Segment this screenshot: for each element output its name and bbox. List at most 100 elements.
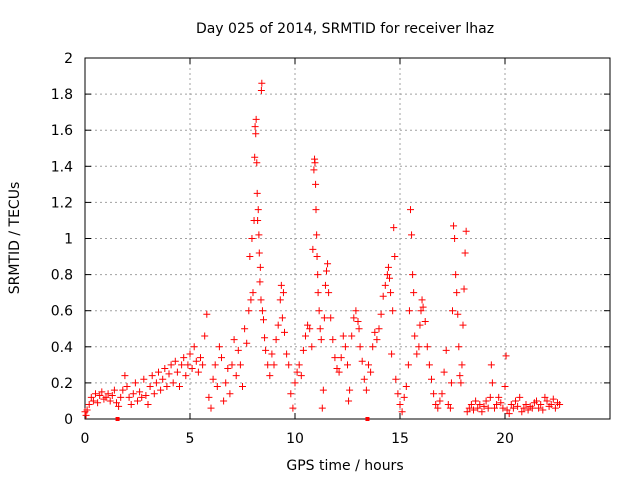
data-point [311,159,319,167]
axis-marker [365,417,370,421]
data-point [354,318,362,326]
x-axis-label: GPS time / hours [286,458,403,474]
data-point [309,245,317,253]
data-point [446,404,454,412]
data-point [453,289,461,297]
data-point [297,372,305,380]
data-point [115,402,123,410]
data-point [495,393,503,401]
data-point [201,332,209,340]
data-point [184,361,192,369]
data-point [129,390,137,398]
data-point [96,392,104,400]
data-point [150,390,158,398]
data-point [478,408,486,416]
data-point [258,79,266,87]
data-point [192,357,200,365]
data-point [246,253,254,261]
data-point [236,361,244,369]
data-point [257,86,265,94]
data-point [85,401,93,409]
data-point [425,361,433,369]
data-point [255,231,263,239]
data-point [131,379,139,387]
data-point [497,399,505,407]
data-point [279,289,287,297]
y-tick-label: 1 [64,232,73,248]
data-point [507,401,515,409]
data-point [316,325,324,333]
data-point [362,386,370,394]
data-point [355,325,363,333]
data-point [173,368,181,376]
data-point [390,224,398,232]
chart-title: Day 025 of 2014, SRMTID for receiver lha… [196,21,494,37]
data-point [413,350,421,358]
data-point [239,383,246,391]
data-point [428,375,435,383]
data-point [117,393,125,401]
data-point [524,406,532,414]
data-point [256,263,264,271]
data-point [283,350,291,358]
data-point [308,343,316,351]
data-point [127,401,135,409]
data-point [472,397,480,405]
data-point [360,375,368,383]
data-point [432,401,440,409]
data-point [418,296,426,304]
data-point [136,388,144,396]
data-point [462,227,470,235]
data-point [249,289,257,297]
data-point [463,408,471,416]
data-point [509,404,517,412]
data-point [262,346,270,354]
data-point [388,350,396,358]
data-point [537,401,545,409]
data-point [277,281,285,289]
data-point [256,278,264,286]
data-point [522,401,530,409]
data-point [344,361,351,369]
data-point [278,314,286,322]
data-point [520,404,528,412]
data-point [346,386,354,394]
data-point [253,189,261,197]
y-tick-label: 1.4 [51,159,73,175]
x-tick-label: 10 [286,431,304,447]
data-point [474,404,482,412]
data-point [254,216,262,224]
data-point [92,390,99,398]
data-point [83,406,91,414]
x-tick-label: 20 [496,431,514,447]
data-point [387,289,395,297]
data-point [188,364,196,372]
y-tick-label: 0 [64,412,73,428]
data-point [281,328,288,336]
data-point [224,364,232,372]
data-point [142,392,150,400]
data-point [190,343,198,351]
data-point [94,399,102,407]
y-tick-label: 1.8 [51,87,73,103]
data-point [371,328,379,336]
data-point [318,404,326,412]
data-point [402,383,410,391]
data-point [404,361,412,369]
data-point [348,332,356,340]
data-point [556,401,564,409]
grid [85,58,610,419]
y-tick-label: 2 [64,51,73,67]
data-point [121,372,129,380]
data-point [194,368,202,376]
data-point [333,364,341,372]
data-point [335,368,343,376]
data-point [505,410,513,418]
data-point [119,386,127,394]
data-point [125,393,133,401]
data-point [377,310,385,318]
data-point [444,401,452,409]
data-point [226,390,234,398]
data-point [341,343,349,351]
data-point [491,404,498,412]
